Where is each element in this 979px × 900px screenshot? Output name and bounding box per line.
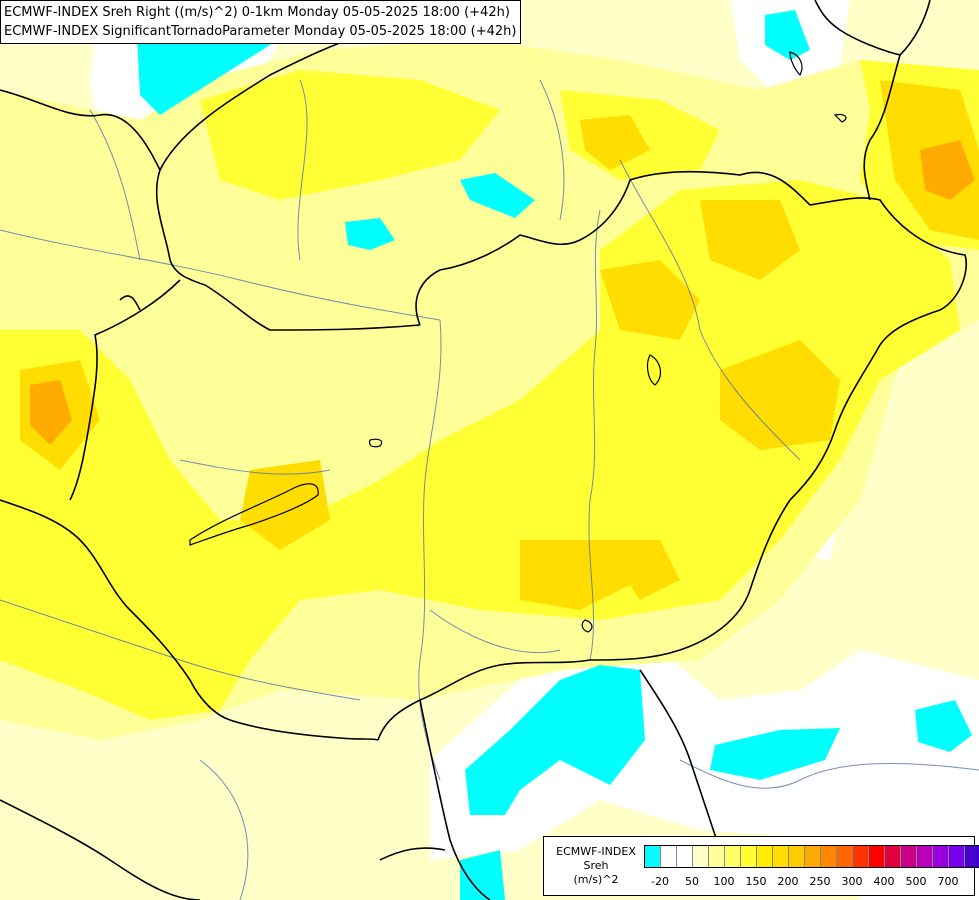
legend-swatch [661, 846, 677, 867]
map-title-box: ECMWF-INDEX Sreh Right ((m/s)^2) 0-1km M… [0, 0, 522, 44]
legend-title: ECMWF-INDEX Sreh (m/s)^2 [548, 845, 644, 887]
legend-title-line-1: ECMWF-INDEX [556, 845, 636, 858]
legend-swatch [901, 846, 917, 867]
orange-regions [30, 140, 975, 445]
legend-title-line-2: Sreh [583, 859, 609, 872]
legend-label: 700 [937, 875, 959, 888]
legend-swatch [917, 846, 933, 867]
lake-outlines [189, 51, 847, 633]
legend-swatch [725, 846, 741, 867]
legend-label: 50 [685, 875, 699, 888]
title-line-1: ECMWF-INDEX Sreh Right ((m/s)^2) 0-1km M… [4, 5, 510, 20]
legend-label: 400 [873, 875, 895, 888]
legend-swatch [965, 846, 979, 867]
legend-swatch [869, 846, 885, 867]
legend-swatch [853, 846, 869, 867]
legend-swatch [933, 846, 949, 867]
legend-swatch [885, 846, 901, 867]
legend-swatch [709, 846, 725, 867]
legend-swatch [789, 846, 805, 867]
legend-swatch [949, 846, 965, 867]
legend-swatch [837, 846, 853, 867]
gold-regions [20, 80, 979, 610]
legend-label: 500 [905, 875, 927, 888]
rivers [0, 79, 979, 900]
legend-swatch [805, 846, 821, 867]
legend-swatch [693, 846, 709, 867]
legend-swatches [644, 845, 979, 868]
title-line-2: ECMWF-INDEX SignificantTornadoParameter … [4, 24, 517, 39]
legend-swatch [645, 846, 661, 867]
legend-label: 100 [713, 875, 735, 888]
color-legend: ECMWF-INDEX Sreh (m/s)^2 -20 50 100 150 200 2… [543, 836, 979, 896]
legend-swatch [741, 846, 757, 867]
legend-title-line-3: (m/s)^2 [573, 873, 619, 886]
legend-swatch [757, 846, 773, 867]
legend-label: -20 [651, 875, 669, 888]
legend-swatch [677, 846, 693, 867]
legend-label: 250 [809, 875, 831, 888]
legend-label: 150 [745, 875, 767, 888]
legend-label: 300 [841, 875, 863, 888]
legend-swatch [773, 846, 789, 867]
legend-label: 200 [777, 875, 799, 888]
legend-swatch [821, 846, 837, 867]
